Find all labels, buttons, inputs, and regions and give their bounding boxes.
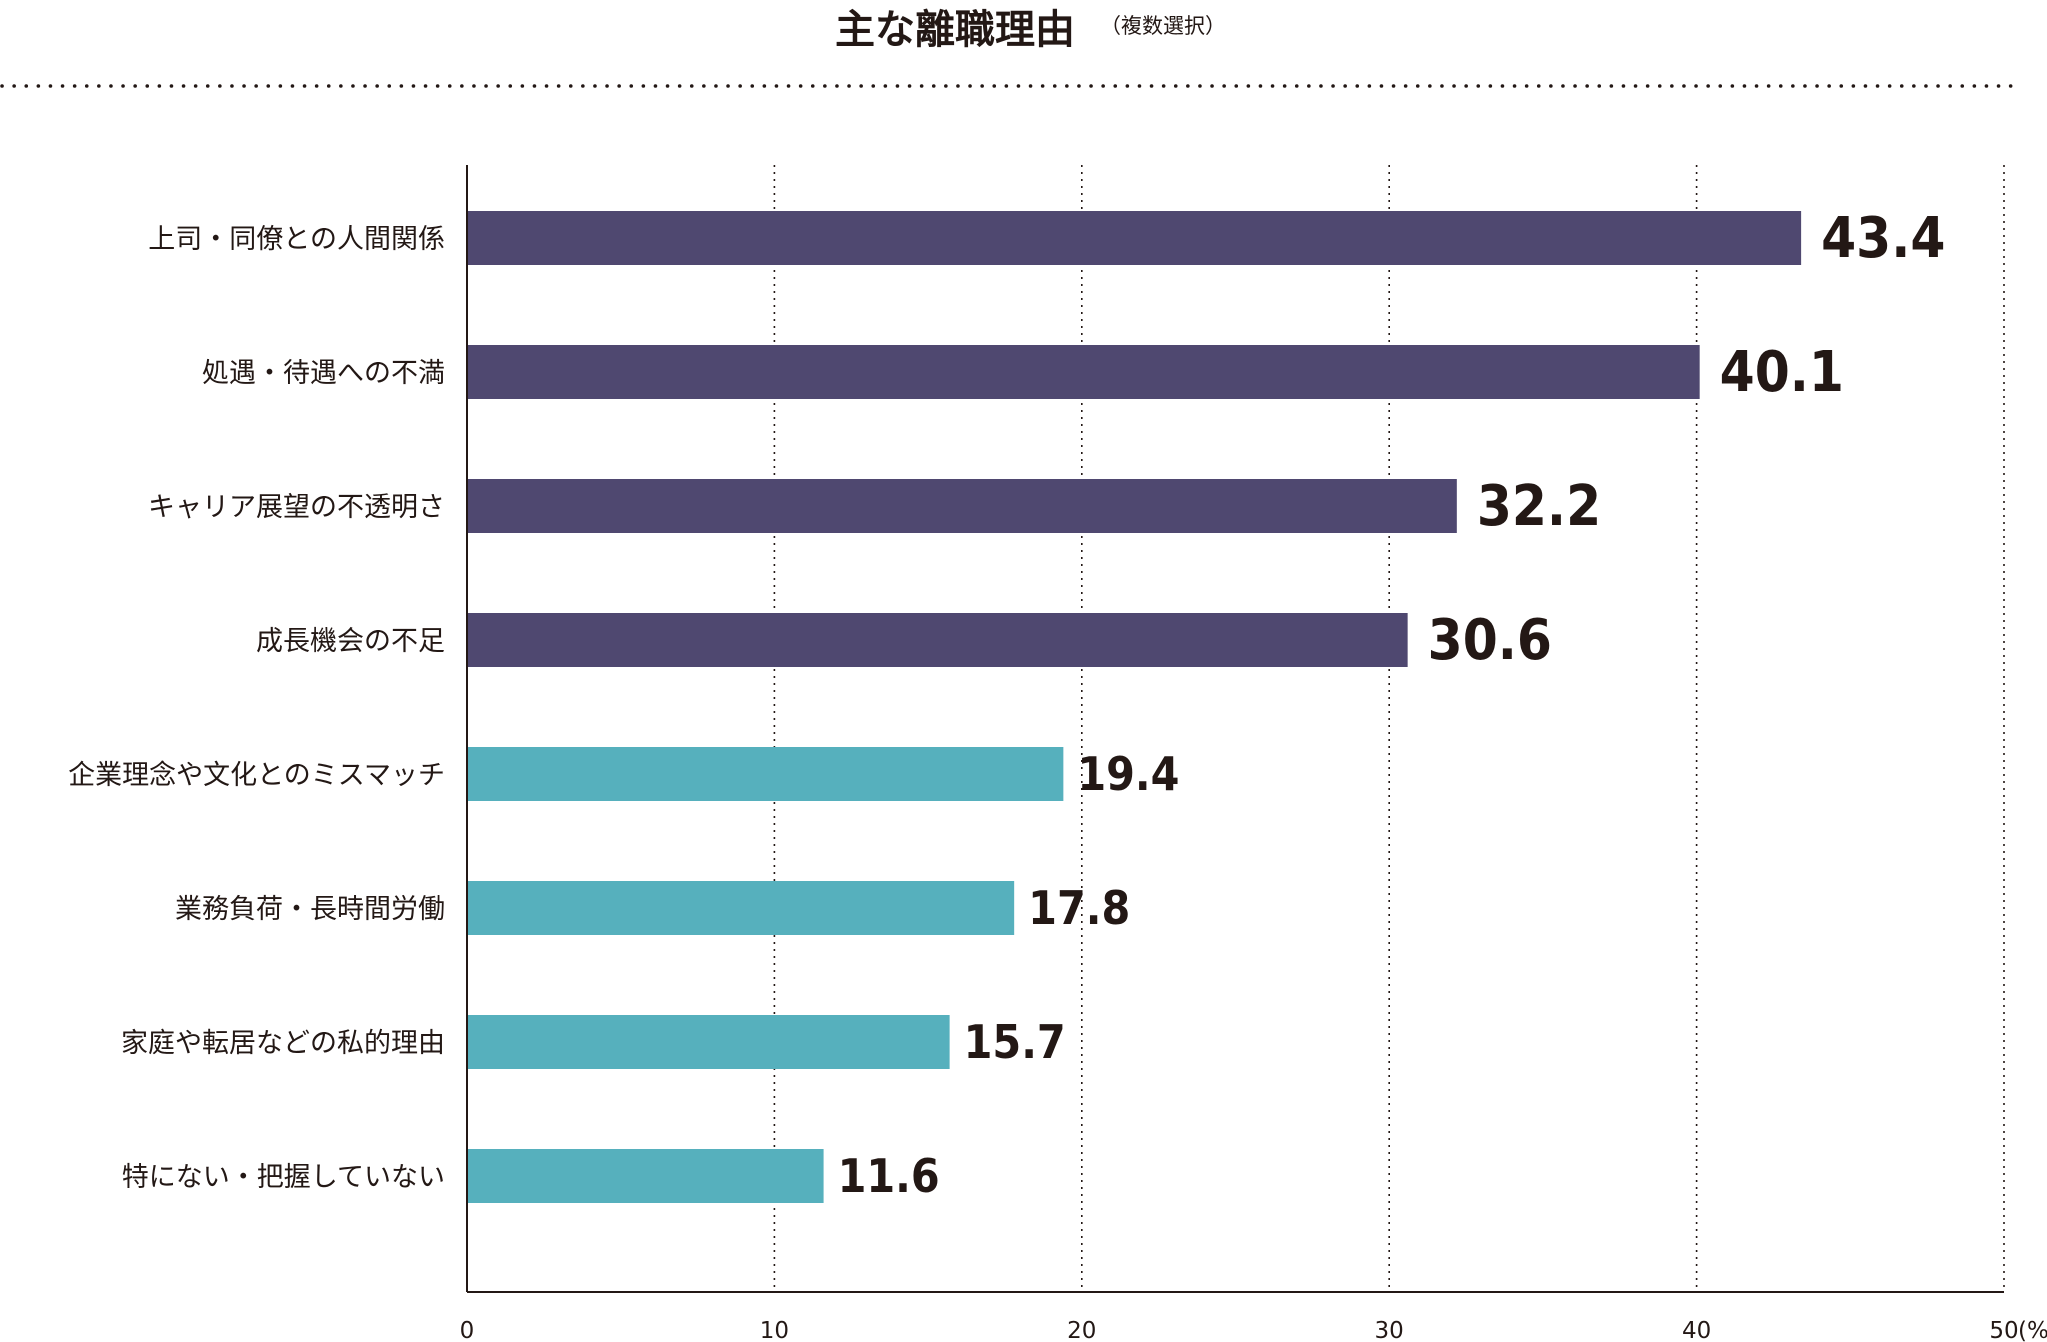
x-axis-unit: (%) — [2018, 1318, 2047, 1342]
x-tick-label: 40 — [1682, 1318, 1711, 1342]
category-label: 企業理念や文化とのミスマッチ — [68, 760, 445, 791]
data-label: 40.1 — [1720, 340, 1844, 405]
bar — [467, 613, 1408, 667]
labels: 0 10 20 30 40 50(%) 上司・同僚との人間関係 43.4 処遇・待遇への不満 40… — [68, 206, 2047, 1342]
x-tick-label: 30 — [1375, 1318, 1404, 1342]
bars — [467, 211, 1802, 1203]
x-tick-label: 20 — [1067, 1318, 1096, 1342]
gridlines — [773, 165, 2005, 1292]
data-label: 32.2 — [1477, 474, 1601, 539]
data-label: 30.6 — [1428, 608, 1552, 673]
bar — [467, 747, 1064, 801]
data-label: 15.7 — [964, 1015, 1066, 1069]
x-tick-label: 0 — [460, 1318, 475, 1342]
category-label: 業務負荷・長時間労働 — [175, 894, 445, 925]
bar — [467, 1149, 824, 1203]
bar — [467, 345, 1700, 399]
bar — [467, 881, 1015, 935]
data-label: 19.4 — [1077, 747, 1179, 801]
category-label: 上司・同僚との人間関係 — [148, 224, 445, 255]
x-tick-label: 50 — [1989, 1318, 2018, 1342]
data-label: 43.4 — [1821, 206, 1945, 271]
bar — [467, 1015, 950, 1069]
chart-subtitle: （複数選択） — [1100, 14, 1226, 38]
data-label: 11.6 — [838, 1149, 940, 1203]
axes — [466, 165, 2004, 1293]
bar — [467, 211, 1802, 265]
bar — [467, 479, 1457, 533]
category-label: 家庭や転居などの私的理由 — [121, 1028, 445, 1059]
x-tick-label: 10 — [760, 1318, 789, 1342]
category-label: 特にない・把握していない — [122, 1162, 445, 1193]
category-label: キャリア展望の不透明さ — [148, 492, 445, 523]
category-label: 処遇・待遇への不満 — [202, 358, 445, 389]
chart-title: 主な離職理由 — [835, 7, 1075, 53]
category-label: 成長機会の不足 — [256, 626, 445, 657]
data-label: 17.8 — [1028, 881, 1130, 935]
